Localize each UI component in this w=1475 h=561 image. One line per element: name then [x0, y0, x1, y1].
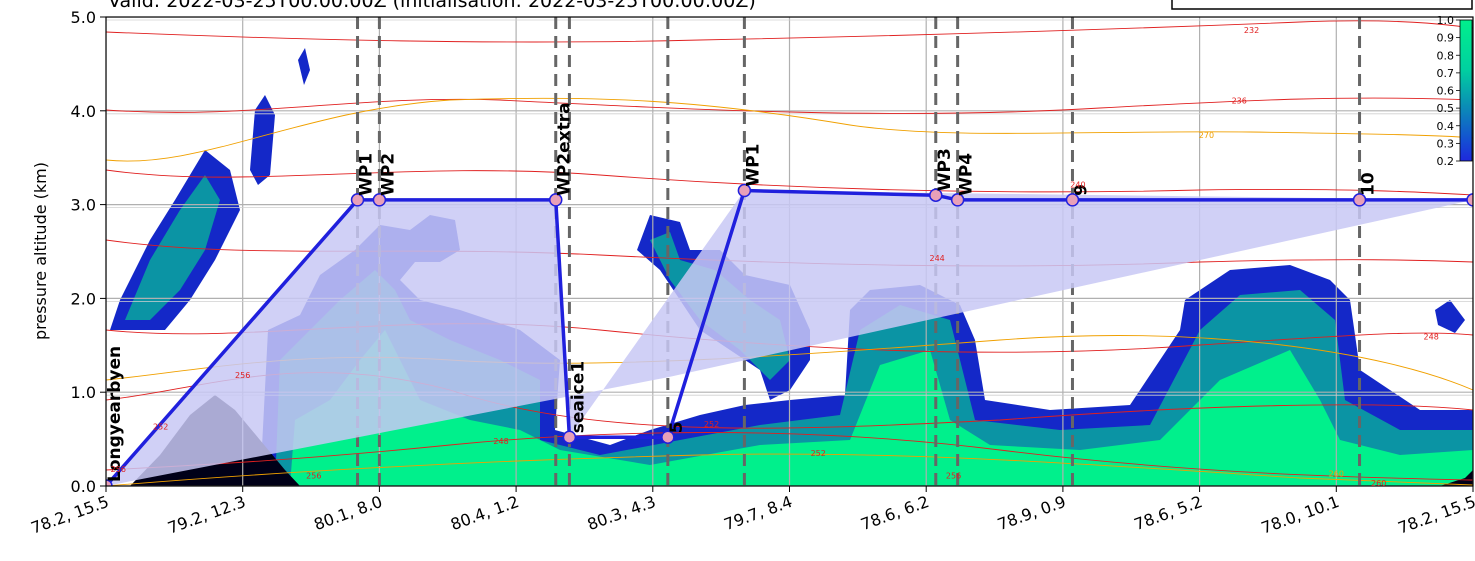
waypoint-label-4: seaice1: [568, 361, 588, 433]
waypoint-marker-4: [562, 430, 577, 444]
y-tick-label-1: 1.0: [71, 383, 96, 402]
y-axis-label: pressure altitude (km): [31, 162, 50, 340]
colorbar: 1.0 0.9 0.8 0.7 0.6 0.5 0.4 0.3 0.2: [1437, 14, 1473, 168]
waypoint-marker-5: [661, 430, 675, 444]
isotherm-red-6: [106, 432, 1473, 481]
contour-label-8: 252: [811, 449, 826, 458]
waypoint-label-8: WP4: [957, 153, 977, 196]
legend-box: [1171, 0, 1473, 10]
waypoint-marker-8: [950, 193, 965, 207]
waypoint-label-7: WP3: [935, 148, 955, 191]
waypoint-label-1: WP1: [357, 153, 377, 196]
x-tick-label-2: 80.1, 8.0: [311, 492, 384, 534]
colorbar-tick-label-5: 0.5: [1437, 102, 1455, 115]
x-tick-label-7: 78.9, 0.9: [995, 492, 1068, 534]
contour-label-4: 244: [929, 254, 944, 263]
colorbar-tick-label-1: 0.9: [1437, 32, 1455, 45]
waypoint-marker-9: [1065, 193, 1080, 207]
waypoint-marker-1: [350, 193, 365, 207]
flight-shade: [106, 190, 1473, 486]
contour-label-5: 248: [1424, 333, 1439, 342]
colorbar-tick-label-6: 0.4: [1437, 120, 1455, 133]
isotherm-orange-0: [106, 97, 1473, 162]
waypoint-marker-7: [929, 188, 943, 202]
contour-label-10: 260: [1371, 479, 1386, 488]
colorbar-tick-label-4: 0.6: [1437, 85, 1455, 98]
waypoint-marker-0: [106, 479, 113, 486]
waypoint-marker-3: [548, 193, 563, 207]
waypoint-marker-10: [1352, 193, 1367, 207]
x-tick-label-10: 78.2, 15.5: [1395, 492, 1475, 538]
contour-label-7: 252: [704, 420, 719, 429]
y-tick-label-0: 0.0: [71, 477, 96, 496]
waypoint-marker-11: [1466, 193, 1473, 207]
waypoint-label-0: Longyearbyen: [105, 346, 125, 482]
contour-labels: 232 236 270 240 244 248 248 252 252 252 260 260 256 2…: [111, 26, 1439, 488]
waypoint-label-5: 5: [667, 421, 687, 433]
y-tick-label-5: 5.0: [71, 8, 96, 27]
x-tick-label-1: 79.2, 12.3: [165, 492, 248, 538]
colorbar-gradient: [1459, 19, 1473, 162]
waypoint-label-10: 10: [1359, 172, 1379, 196]
waypoint-label-3: WP2extra: [555, 102, 575, 196]
contour-label-3: 240: [1070, 181, 1085, 190]
contour-label-12: 256: [111, 465, 126, 474]
isotherm-red-1: [106, 97, 1473, 114]
contour-label-6: 248: [493, 437, 508, 446]
terrain-ridge: [1440, 470, 1473, 486]
x-tick-label-9: 78.0, 10.1: [1259, 492, 1342, 538]
x-tick-label-5: 79.7, 8.4: [721, 492, 794, 534]
contour-label-0: 232: [1244, 26, 1259, 35]
waypoint-label-6: WP1: [743, 143, 763, 186]
waypoint-marker-6: [737, 183, 752, 198]
contour-label-9: 252: [153, 423, 168, 432]
x-tick-label-0: 78.2, 15.5: [28, 492, 111, 538]
contour-label-11: 260: [1329, 470, 1344, 479]
chart-title: Valid: 2022-03-25T00:00:00Z (initialisat…: [108, 0, 756, 12]
isotherm-orange-2: [106, 453, 1473, 486]
cloud-region-4: [298, 48, 310, 85]
cloud-region-3: [250, 95, 275, 185]
x-tick-label-3: 80.4, 1.2: [448, 492, 521, 534]
x-axis: 78.2, 15.5 79.2, 12.3 80.1, 8.0 80.4, 1.2 80…: [28, 486, 1475, 538]
contour-label-15: 256: [235, 371, 250, 380]
x-tick-label-8: 78.6, 5.2: [1132, 492, 1205, 534]
contour-label-2: 270: [1199, 131, 1214, 140]
contour-label-14: 256: [946, 471, 961, 480]
colorbar-tick-label-7: 0.3: [1437, 137, 1455, 150]
y-tick-label-4: 4.0: [71, 102, 96, 121]
waypoint-label-9: 9: [1071, 184, 1091, 196]
x-tick-label-4: 80.3, 4.3: [585, 492, 658, 534]
waypoint-marker-2: [372, 193, 387, 207]
isotherm-red-2: [106, 169, 1473, 196]
x-tick-label-6: 78.6, 6.2: [858, 492, 931, 534]
cloud-region-5: [1435, 300, 1465, 333]
cloud-mid-1: [125, 175, 220, 320]
colorbar-tick-label-8: 0.2: [1437, 155, 1455, 168]
flight-path: [106, 183, 1473, 486]
y-axis: 0.0 1.0 2.0 3.0 4.0 5.0: [71, 8, 106, 496]
cloud-dense-0: [290, 330, 1473, 486]
colorbar-tick-label-2: 0.8: [1437, 49, 1455, 62]
waypoint-label-2: WP2: [378, 153, 398, 196]
colorbar-tick-label-0: 1.0: [1437, 14, 1455, 27]
contour-label-13: 256: [306, 471, 321, 480]
colorbar-tick-label-3: 0.7: [1437, 67, 1455, 80]
y-tick-label-2: 2.0: [71, 289, 96, 308]
plot-content: [106, 17, 1473, 486]
y-tick-label-3: 3.0: [71, 196, 96, 215]
contour-label-1: 236: [1232, 96, 1247, 105]
